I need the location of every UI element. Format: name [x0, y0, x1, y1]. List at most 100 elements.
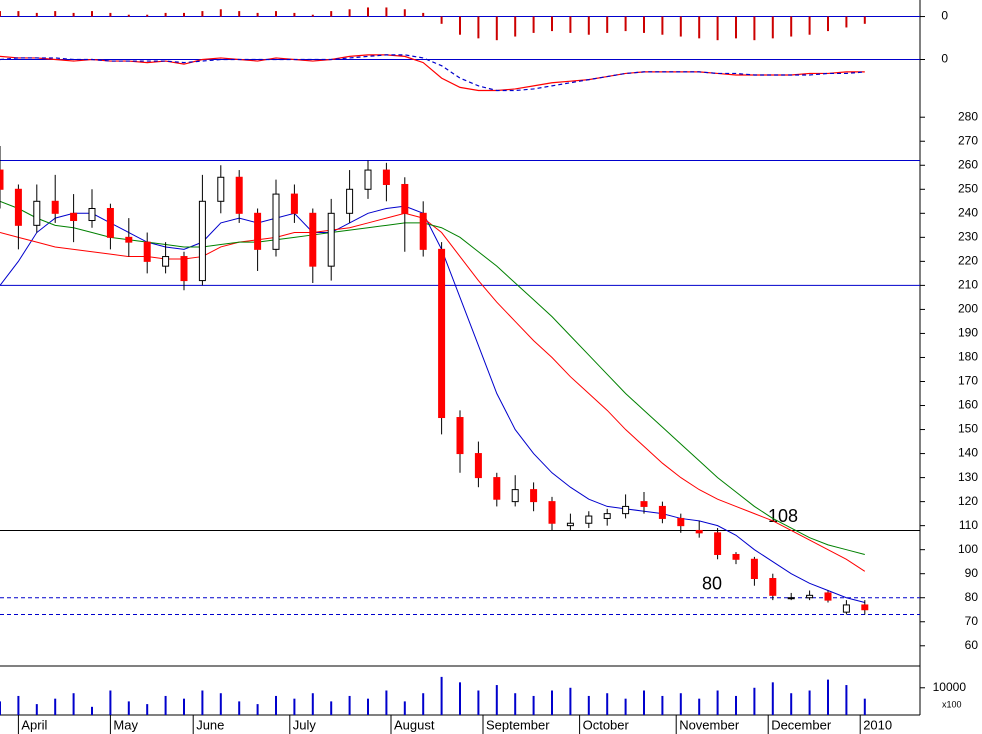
histogram-bar [698, 16, 701, 39]
candle-body [769, 578, 777, 596]
histogram-bar [790, 16, 793, 37]
volume-bar [569, 687, 572, 715]
histogram-bar [587, 16, 590, 35]
histogram-bar [606, 16, 609, 33]
volume-bar [0, 701, 1, 715]
histogram-bar [459, 16, 461, 35]
histogram-bar [348, 9, 351, 17]
volume-bar [146, 704, 149, 715]
candle-body [658, 505, 666, 519]
volume-bar [311, 693, 314, 715]
y-tick-label: 150 [958, 422, 978, 436]
y-tick-label: 130 [958, 470, 978, 484]
candle-body [695, 529, 703, 534]
macd-line [0, 54, 865, 92]
y-tick-label: 210 [958, 278, 978, 292]
candle-body [419, 212, 427, 250]
volume-bar [551, 690, 553, 715]
histogram-bar [127, 14, 130, 17]
y-tick-label: 0 [941, 9, 948, 23]
volume-bar [735, 695, 737, 715]
candle-body [566, 522, 574, 527]
candle-body [806, 594, 814, 599]
x-tick-label: November [679, 717, 740, 732]
volume-bar [808, 690, 811, 715]
candle-body [382, 169, 390, 185]
y-tick-label: 10000 [933, 680, 967, 694]
volume-bar [385, 690, 388, 715]
candle-body [33, 200, 41, 226]
histogram-bar [569, 16, 572, 33]
volume-bar [827, 679, 829, 715]
candle-body [842, 604, 850, 613]
volume-bar [54, 698, 57, 715]
candle-body [824, 592, 832, 601]
y-tick-label: 160 [958, 398, 978, 412]
x-tick-label: June [196, 717, 224, 732]
candle-body [272, 193, 280, 250]
level-label: 80 [702, 573, 722, 593]
volume-bar [643, 690, 645, 715]
candle-body [162, 256, 170, 267]
candle-body [622, 505, 630, 515]
x-tick-label: April [21, 717, 47, 732]
candle-body [511, 489, 519, 503]
x-tick-label: July [293, 717, 317, 732]
moving-average [0, 212, 866, 572]
y-tick-label: 60 [965, 638, 979, 652]
x-tick-label: September [486, 717, 550, 732]
candle-body [401, 183, 409, 214]
y-tick-label: 70 [965, 614, 979, 628]
x-tick-label: October [583, 717, 630, 732]
y-tick-label: 220 [958, 254, 978, 268]
moving-average [0, 200, 865, 555]
y-tick-label: 120 [958, 494, 978, 508]
volume-bar [403, 701, 406, 715]
histogram-bar [256, 12, 259, 17]
volume-bar [514, 693, 517, 715]
candle-body [235, 176, 243, 214]
y-tick-label: 180 [958, 350, 978, 364]
histogram-bar [808, 16, 811, 35]
histogram-bar [201, 11, 204, 17]
volume-bar [587, 695, 590, 715]
volume-bar [256, 704, 259, 715]
volume-bar [219, 693, 222, 715]
candle-body [180, 256, 188, 282]
y-tick-label: 270 [958, 133, 978, 147]
volume-bar [845, 685, 848, 715]
volume-bar [771, 682, 774, 715]
candle-body [346, 188, 354, 214]
histogram-bar [643, 16, 645, 33]
histogram-bar [91, 11, 93, 17]
volume-bar [275, 695, 277, 715]
candle-body [198, 200, 206, 282]
candle-body [750, 558, 758, 580]
histogram-bar [771, 16, 774, 39]
candle-body [548, 501, 556, 524]
histogram-bar [183, 12, 185, 17]
candle-body [474, 453, 482, 479]
candle-body [125, 236, 133, 243]
histogram-bar [293, 12, 296, 17]
x-tick-label: May [113, 717, 138, 732]
candle-body [70, 212, 78, 222]
y-tick-label: 230 [958, 230, 978, 244]
candle-body [603, 513, 611, 519]
histogram-bar [72, 12, 75, 17]
candle-body [290, 193, 298, 214]
volume-bar [72, 693, 75, 715]
y-tick-label: 240 [958, 205, 978, 219]
histogram-bar [495, 16, 498, 41]
volume-bar [661, 695, 664, 715]
volume-unit: x100 [942, 699, 962, 709]
volume-bar [698, 698, 701, 715]
volume-bar [91, 706, 93, 715]
histogram-bar [35, 12, 38, 17]
volume-bar [17, 695, 20, 715]
volume-bar [440, 676, 443, 715]
volume-bar [238, 701, 241, 715]
histogram-bar [17, 11, 20, 17]
volume-bar [606, 693, 609, 715]
